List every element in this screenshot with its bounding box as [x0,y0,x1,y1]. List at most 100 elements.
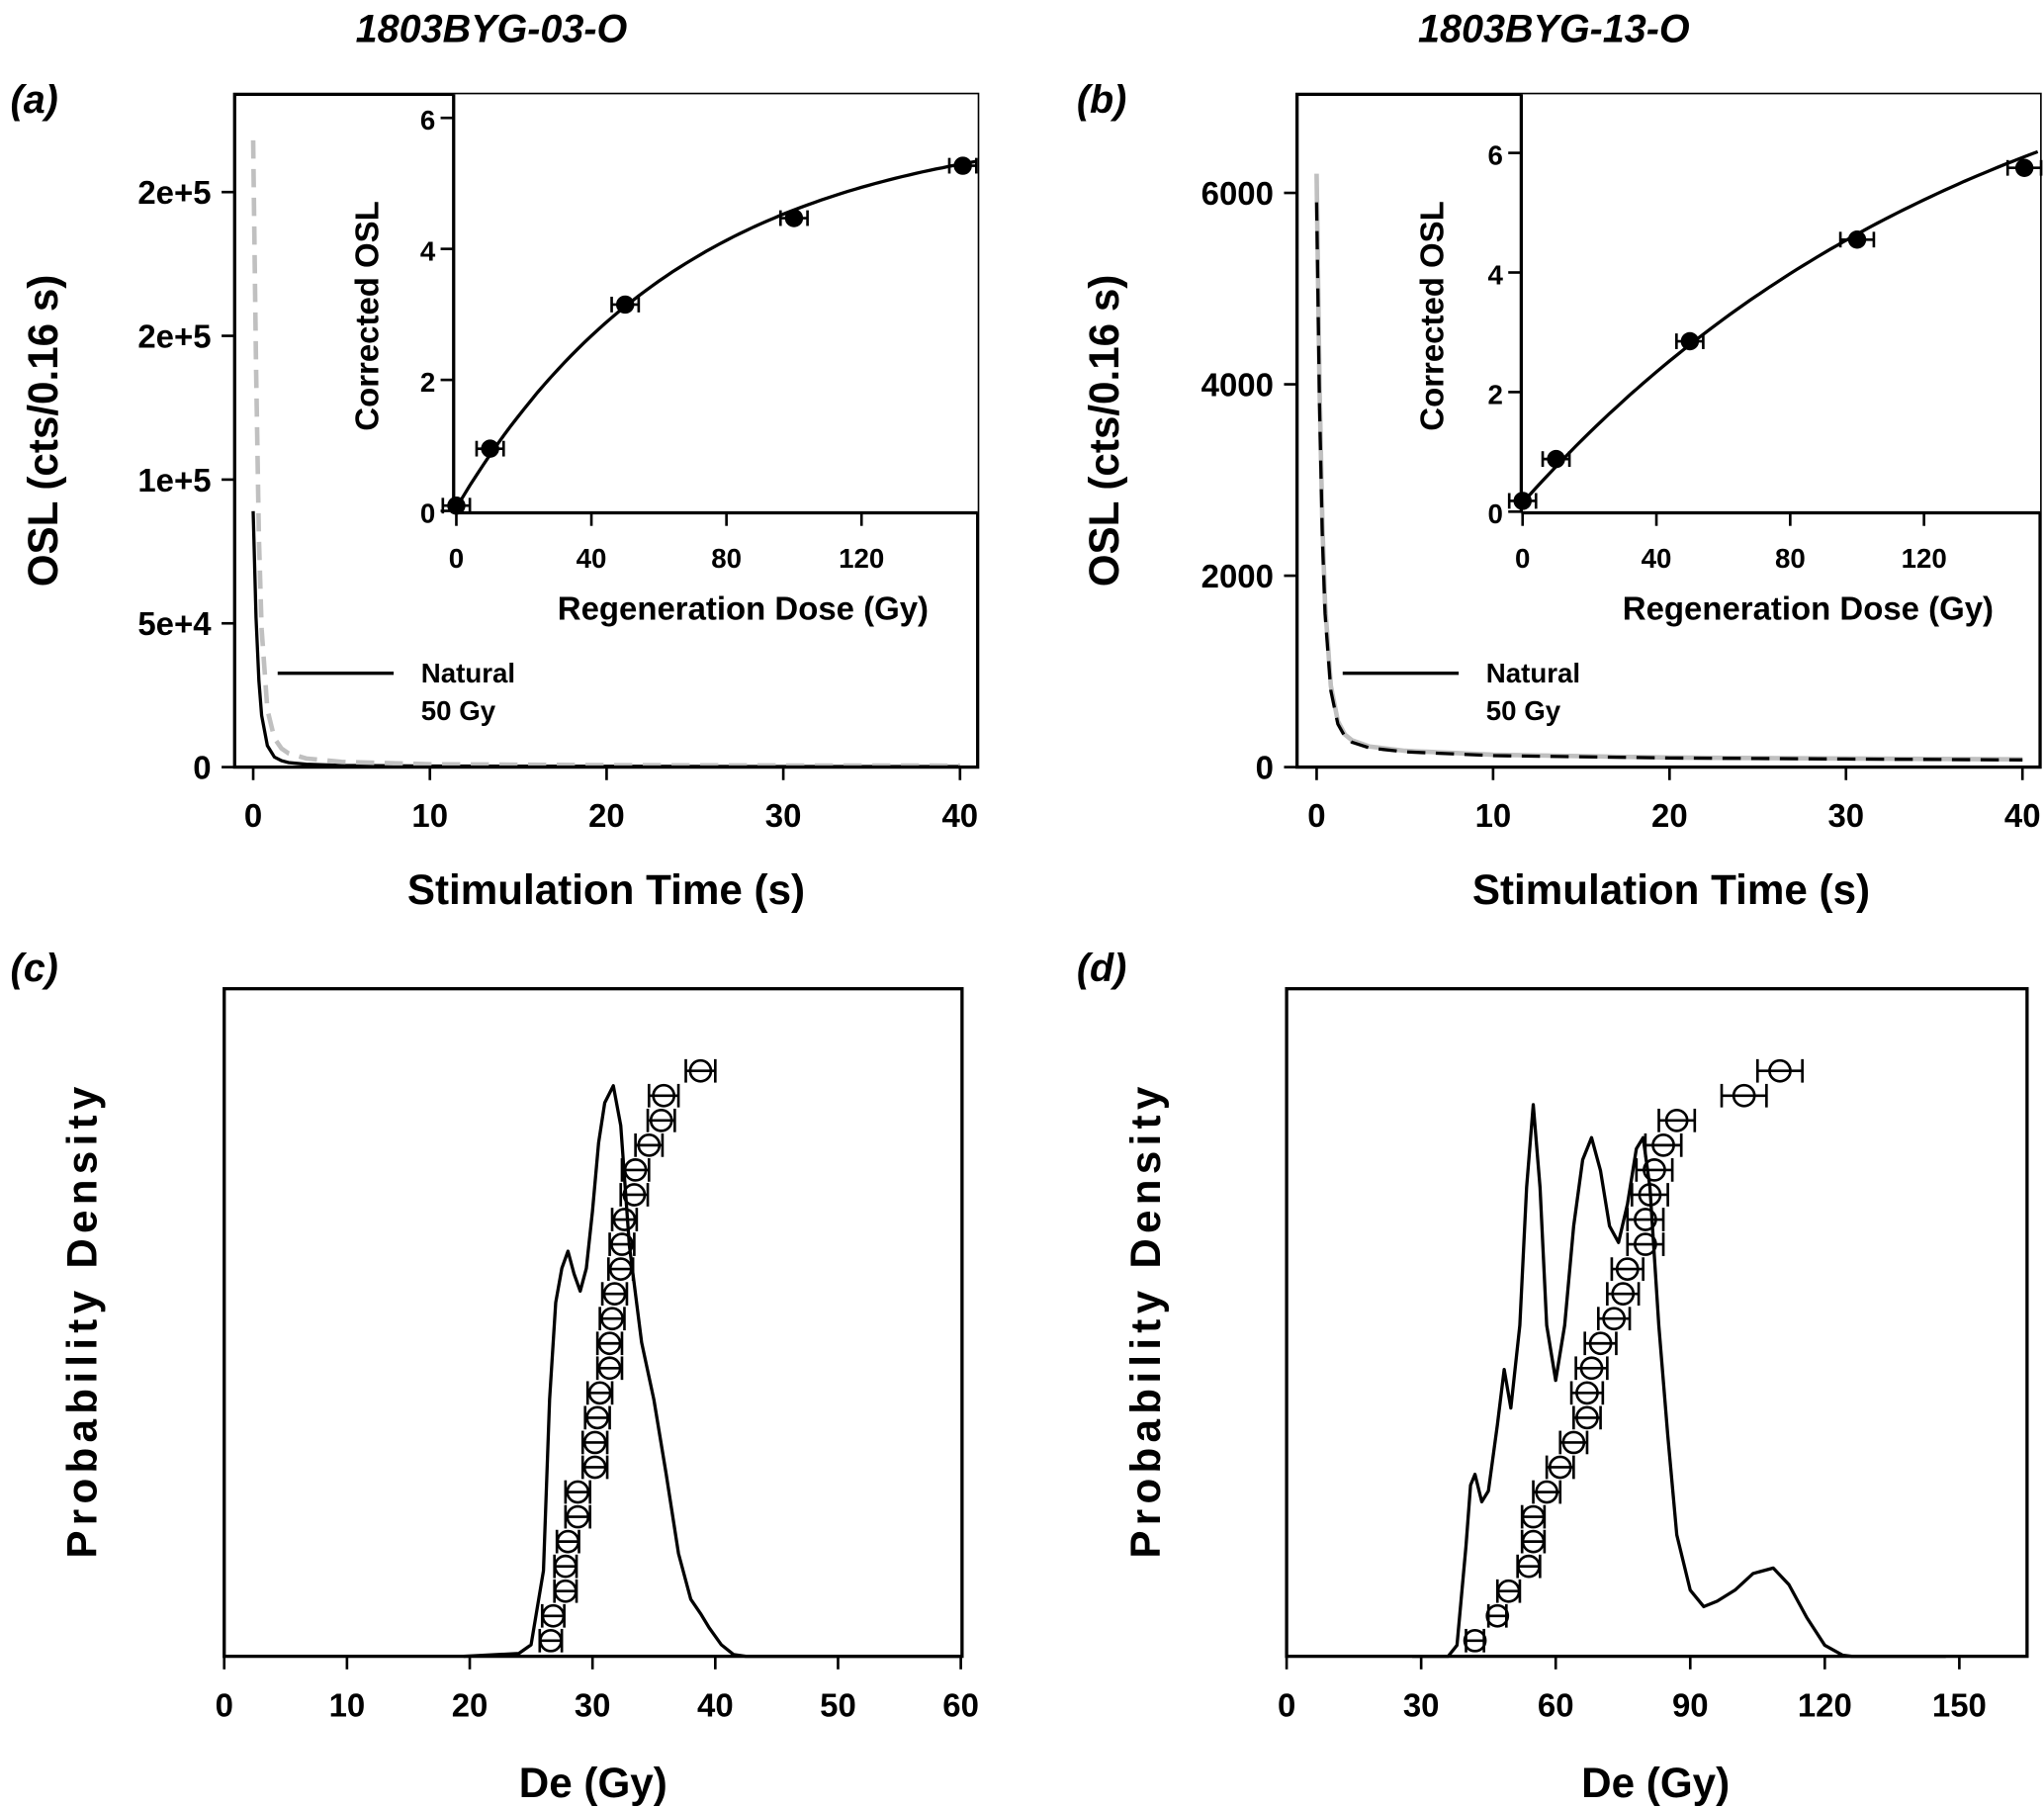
x-tick-label-a: 30 [765,797,802,834]
panel-label-d: (d) [1077,947,1126,990]
de-point-c [600,1307,624,1331]
y-tick-label-inset-b: 0 [1488,498,1503,529]
panel-label-b: (b) [1077,78,1126,122]
x-tick-label-inset-b: 40 [1642,543,1672,574]
de-point-c [587,1381,612,1405]
de-point-d [1521,1504,1546,1529]
title-a: 1803BYG-03-O [356,8,628,51]
y-tick-label-b: 2000 [1201,558,1274,594]
de-point-d [1463,1628,1487,1653]
de-point-c [541,1603,566,1628]
y-axis-title-a: OSL (cts/0.16 s) [20,275,66,588]
x-tick-label-c: 30 [575,1686,611,1723]
de-point-d [1521,1529,1546,1554]
de-point-c [602,1282,627,1307]
de-point-d [1651,1133,1675,1157]
y-tick-label-b: 4000 [1201,366,1274,403]
osl-curve-50-gy-a [250,139,960,768]
de-point-d [1535,1480,1559,1504]
dose-point-a [481,439,499,458]
panel-label-a: (a) [11,78,58,122]
inset-x-axis-title-a: Regeneration Dose (Gy) [558,590,929,627]
de-point-c [597,1331,622,1356]
x-tick-label-d: 90 [1672,1686,1709,1723]
y-axis-title-d: Probability Density [1122,1081,1169,1558]
x-tick-label-d: 120 [1798,1686,1852,1723]
plot-frame-d [1285,987,2029,1659]
de-point-d [1768,1058,1792,1083]
x-tick-label-c: 40 [697,1686,734,1723]
de-point-c [622,1183,647,1207]
de-point-d [1643,1158,1666,1182]
de-point-d [1732,1083,1756,1108]
x-tick-label-inset-b: 120 [1902,543,1947,574]
de-point-c [582,1455,607,1480]
y-tick-label-inset-a: 6 [420,105,435,136]
inset-y-axis-title-a: Corrected OSL [348,201,385,430]
dose-point-b [1680,331,1700,351]
title-b: 1803BYG-13-O [1418,8,1690,51]
de-point-d [1579,1356,1604,1381]
y-tick-label-inset-b: 2 [1488,379,1503,409]
dose-point-b [1547,449,1565,469]
de-point-d [1588,1331,1613,1356]
probability-density-curve-c [463,1084,961,1659]
x-tick-label-c: 10 [329,1686,366,1723]
de-point-d [1615,1257,1640,1281]
x-tick-label-a: 20 [588,797,625,834]
de-point-c [582,1430,607,1455]
inset-x-axis-title-b: Regeneration Dose (Gy) [1623,590,1994,627]
x-tick-label-d: 0 [1278,1686,1295,1723]
de-point-d [1561,1430,1586,1455]
y-tick-label-a: 0 [193,749,211,785]
x-tick-label-inset-a: 80 [711,543,742,574]
de-point-c [649,1108,673,1132]
dose-point-b [1513,492,1532,510]
de-point-d [1664,1108,1689,1132]
y-tick-label-inset-b: 4 [1488,259,1504,290]
de-point-c [623,1158,648,1182]
legend-50gy-a: 50 Gy [421,695,496,726]
x-tick-label-inset-a: 0 [449,543,464,574]
x-tick-label-c: 50 [820,1686,856,1723]
x-axis-title-b: Stimulation Time (s) [1472,866,1870,913]
dose-point-a [615,295,635,315]
probability-density-curve-d [1412,1103,1946,1659]
de-point-d [1485,1603,1510,1628]
y-tick-label-a: 2e+5 [137,317,211,354]
de-point-d [1575,1405,1599,1430]
legend-natural-a: Natural [421,658,515,688]
de-point-c [556,1529,580,1554]
x-tick-label-c: 0 [216,1686,233,1723]
de-point-d [1602,1307,1627,1331]
x-tick-label-c: 20 [452,1686,489,1723]
plot-frame-c [222,987,964,1659]
de-point-c [610,1232,634,1256]
x-tick-label-b: 30 [1827,797,1864,834]
inset-y-axis-title-b: Corrected OSL [1413,201,1450,430]
y-tick-label-a: 5e+4 [137,605,212,642]
de-point-d [1634,1208,1657,1231]
de-point-c [688,1058,713,1083]
inset-background-a [453,94,978,513]
y-tick-label-a: 1e+5 [137,462,211,498]
x-tick-label-inset-a: 40 [577,543,607,574]
panel-label-c: (c) [11,947,58,990]
de-point-c [585,1405,610,1430]
de-point-c [637,1133,662,1157]
de-point-c [566,1480,590,1504]
de-point-c [566,1504,590,1529]
de-point-d [1517,1554,1541,1579]
x-tick-label-inset-b: 80 [1775,543,1806,574]
x-tick-label-b: 0 [1307,797,1325,834]
x-tick-label-a: 40 [941,797,978,834]
inset-background-b [1521,94,2041,513]
x-axis-title-d: De (Gy) [1581,1760,1730,1806]
legend-50gy-b: 50 Gy [1486,695,1561,726]
x-tick-label-a: 0 [244,797,262,834]
de-point-c [608,1257,633,1281]
y-tick-label-inset-a: 2 [420,367,435,398]
x-tick-label-b: 40 [2004,797,2041,834]
de-point-c [652,1083,676,1108]
dose-point-b [2014,158,2034,177]
